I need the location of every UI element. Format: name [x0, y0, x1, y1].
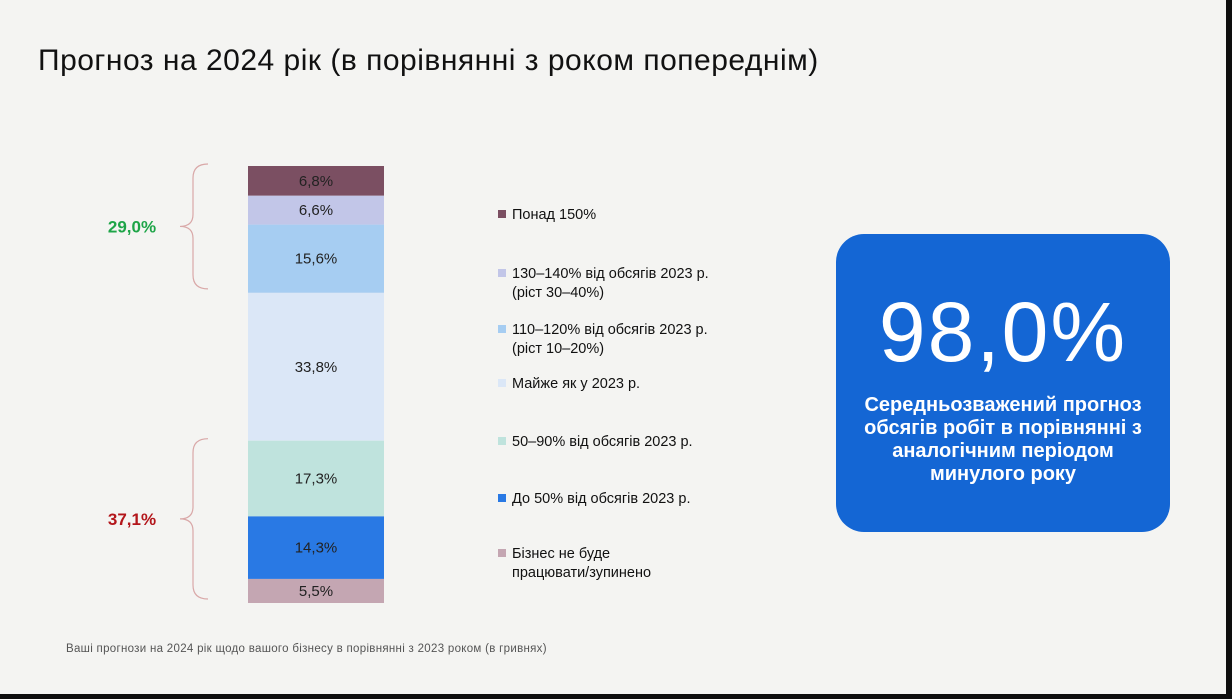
footnote: Ваші прогнози на 2024 рік щодо вашого бі…	[66, 643, 547, 655]
stacked-bar-chart: 6,8% 6,6% 15,6% 33,8% 17,3% 14,3% 5,5% 29,0% 37,…	[108, 163, 384, 603]
legend-label: Майже як у 2023 р.	[512, 376, 641, 392]
legend-label: Понад 150%	[512, 207, 597, 223]
kpi-card: 98,0% Середньозважений прогноз обсягів р…	[836, 234, 1170, 532]
legend-item-4: Майже як у 2023 р.	[498, 375, 788, 394]
bracket-2	[179, 438, 209, 600]
data-label-6: 14,3%	[295, 540, 338, 557]
data-label-7: 5,5%	[299, 583, 333, 600]
data-label-2: 6,6%	[299, 202, 333, 219]
legend-label: 130–140% від обсягів 2023 р. (ріст 30–40…	[512, 266, 709, 301]
data-label-5: 17,3%	[295, 471, 338, 488]
legend-item-1: Понад 150%	[498, 206, 788, 225]
bar-segment-7	[248, 578, 384, 603]
legend-item-5: 50–90% від обсягів 2023 р.	[498, 433, 788, 452]
frame-right-edge	[1226, 0, 1232, 699]
bracket-label-2: 37,1%	[108, 510, 156, 529]
bar-segment-3	[248, 224, 384, 293]
legend-label: До 50% від обсягів 2023 р.	[512, 491, 691, 507]
legend-item-3: 110–120% від обсягів 2023 р. (ріст 10–20…	[498, 321, 788, 359]
bar-segment-6	[248, 516, 384, 579]
legend-swatch	[498, 210, 506, 218]
data-label-3: 15,6%	[295, 251, 338, 268]
kpi-caption: Середньозважений прогноз обсягів робіт в…	[864, 394, 1142, 485]
legend-swatch	[498, 269, 506, 277]
data-label-1: 6,8%	[299, 173, 333, 190]
data-label-4: 33,8%	[295, 359, 338, 376]
legend-label: 50–90% від обсягів 2023 р.	[512, 434, 693, 450]
legend-swatch	[498, 494, 506, 502]
bracket-1	[179, 163, 209, 290]
legend-swatch	[498, 325, 506, 333]
bar-segment-1	[248, 166, 384, 196]
bar-segment-2	[248, 195, 384, 225]
legend-label: 110–120% від обсягів 2023 р. (ріст 10–20…	[512, 322, 708, 357]
legend-item-6: До 50% від обсягів 2023 р.	[498, 490, 788, 509]
page-title: Прогноз на 2024 рік (в порівнянні з роко…	[38, 44, 819, 77]
legend-swatch	[498, 549, 506, 557]
kpi-value: 98,0%	[878, 285, 1128, 379]
bar-segment-4	[248, 292, 384, 441]
legend-swatch	[498, 379, 506, 387]
legend-item-7: Бізнес не буде працювати/зупинено	[498, 545, 788, 583]
legend-label: Бізнес не буде працювати/зупинено	[512, 546, 652, 581]
bracket-label-1: 29,0%	[108, 217, 156, 236]
bar-segment-5	[248, 440, 384, 517]
legend-item-2: 130–140% від обсягів 2023 р. (ріст 30–40…	[498, 265, 788, 303]
legend-swatch	[498, 437, 506, 445]
frame-bottom-edge	[0, 694, 1232, 699]
